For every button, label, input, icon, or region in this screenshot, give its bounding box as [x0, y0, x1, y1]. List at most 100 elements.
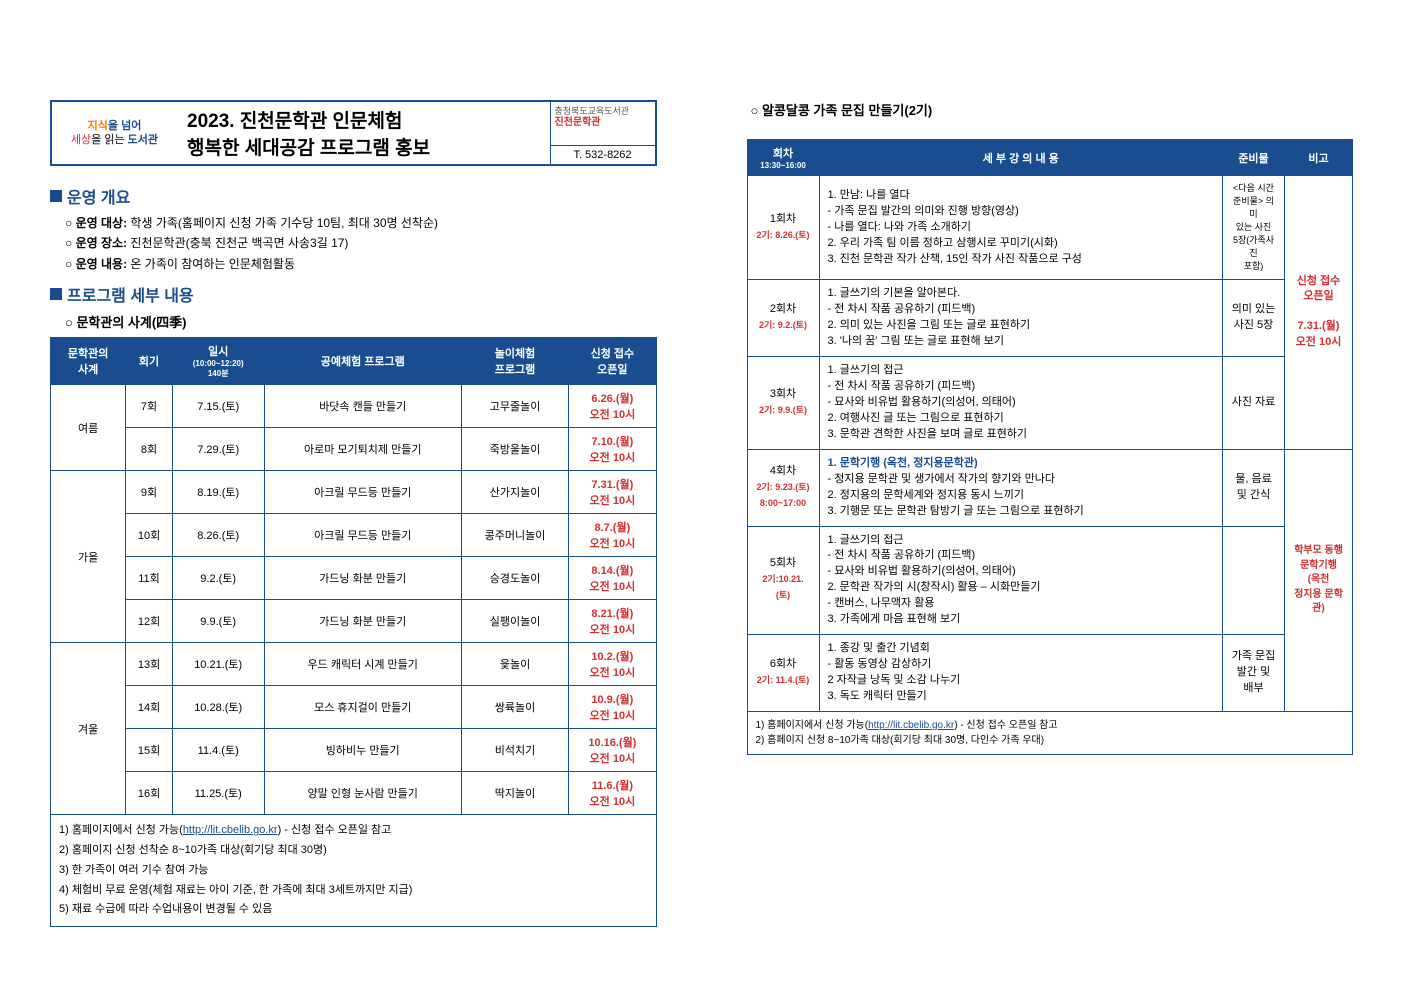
- title-center: 2023. 진천문학관 인문체험 행복한 세대공감 프로그램 홍보: [177, 102, 550, 164]
- cell-open: 8.21.(월) 오전 10시: [569, 600, 656, 643]
- session-content: 1. 문학기행 (옥천, 정지용문학관) - 정지용 문학관 및 생가에서 작가…: [819, 449, 1223, 526]
- sub-heading-1: 문학관의 사계(四季): [50, 312, 657, 331]
- cell-craft: 바닷속 캔들 만들기: [264, 385, 461, 428]
- cell-no: 7회: [126, 385, 173, 428]
- logo: 지식을 넘어 세상을 읽는 도서관: [52, 102, 177, 164]
- overview-list: 운영 대상: 학생 가족(홈페이지 신청 가족 기수당 10팀, 최대 30명 …: [50, 213, 657, 274]
- t1-header: 문학관의 사계: [51, 338, 126, 385]
- session-prep: [1223, 526, 1285, 635]
- t2-header: 비고: [1285, 140, 1353, 176]
- cell-play: 쌍륙놀이: [461, 686, 568, 729]
- session-content: 1. 글쓰기의 접근 - 전 차시 작품 공유하기 (피드백) - 묘사와 비유…: [819, 357, 1223, 450]
- cell-date: 11.25.(토): [172, 772, 264, 815]
- session-no: 1회차2기: 8.26.(토): [747, 176, 819, 280]
- cell-no: 9회: [126, 471, 173, 514]
- cell-play: 산가지놀이: [461, 471, 568, 514]
- table-row: 10회8.26.(토)아크릴 무드등 만들기콩주머니놀이8.7.(월) 오전 1…: [51, 514, 657, 557]
- cell-date: 10.28.(토): [172, 686, 264, 729]
- cell-craft: 양말 인형 눈사람 만들기: [264, 772, 461, 815]
- table-row: 12회9.9.(토)가드닝 화분 만들기실팽이놀이8.21.(월) 오전 10시: [51, 600, 657, 643]
- cell-open: 8.7.(월) 오전 10시: [569, 514, 656, 557]
- session-row: 4회차2기: 9.23.(토)8:00~17:001. 문학기행 (옥천, 정지…: [747, 449, 1353, 526]
- session-no: 2회차2기: 9.2.(토): [747, 280, 819, 357]
- trip-note: 학부모 동행 문학기행 (옥천 정지용 문학관): [1285, 449, 1353, 711]
- t1-header: 회기: [126, 338, 173, 385]
- cell-craft: 우드 캐릭터 시계 만들기: [264, 643, 461, 686]
- cell-no: 15회: [126, 729, 173, 772]
- session-prep: 가족 문집 발간 및 배부: [1223, 635, 1285, 712]
- cell-no: 11회: [126, 557, 173, 600]
- session-row: 6회차2기: 11.4.(토)1. 종강 및 출간 기념회 - 활동 동영상 감…: [747, 635, 1353, 712]
- session-prep: 의미 있는 사진 5장: [1223, 280, 1285, 357]
- logo-t4: 을 읽는: [91, 134, 127, 146]
- session-row: 5회차2기:10.21.(토)1. 글쓰기의 접근 - 전 차시 작품 공유하기…: [747, 526, 1353, 635]
- overview-item: 운영 내용: 온 가족이 참여하는 인문체험활동: [65, 254, 657, 274]
- cell-craft: 가드닝 화분 만들기: [264, 557, 461, 600]
- session-prep: 물, 음료 및 간식: [1223, 449, 1285, 526]
- cell-craft: 가드닝 화분 만들기: [264, 600, 461, 643]
- cell-date: 10.21.(토): [172, 643, 264, 686]
- cell-open: 7.31.(월) 오전 10시: [569, 471, 656, 514]
- session-content: 1. 종강 및 출간 기념회 - 활동 동영상 감상하기 2 자작글 낭독 및 …: [819, 635, 1223, 712]
- cell-open: 7.10.(월) 오전 10시: [569, 428, 656, 471]
- table-row: 여름7회7.15.(토)바닷속 캔들 만들기고무줄놀이6.26.(월) 오전 1…: [51, 385, 657, 428]
- cell-open: 10.9.(월) 오전 10시: [569, 686, 656, 729]
- session-content: 1. 만남: 나를 열다 - 가족 문집 발간의 의미와 진행 방향(영상) -…: [819, 176, 1223, 280]
- title-line1: 2023. 진천문학관 인문체험: [187, 106, 540, 133]
- table-row: 15회11.4.(토)빙하비누 만들기비석치기10.16.(월) 오전 10시: [51, 729, 657, 772]
- apply-link[interactable]: http://lit.cbelib.go.kr: [183, 824, 278, 836]
- notes-1: 1) 홈페이지에서 신청 가능(http://lit.cbelib.go.kr)…: [50, 815, 657, 927]
- t1-header: 공예체험 프로그램: [264, 338, 461, 385]
- notes-2: 1) 홈페이지에서 신청 가능(http://lit.cbelib.go.kr)…: [747, 712, 1354, 755]
- logo-t1: 지식: [88, 120, 108, 132]
- logo-t2: 을 넘어: [108, 120, 141, 132]
- t1-header: 일시(10:00~12:20) 140분: [172, 338, 264, 385]
- sessions-table: 회차13:30~16:00세 부 강 의 내 용준비물비고 1회차2기: 8.2…: [747, 139, 1354, 712]
- cell-no: 16회: [126, 772, 173, 815]
- table-row: 16회11.25.(토)양말 인형 눈사람 만들기딱지놀이11.6.(월) 오전…: [51, 772, 657, 815]
- session-prep: 사진 자료: [1223, 357, 1285, 450]
- session-no: 6회차2기: 11.4.(토): [747, 635, 819, 712]
- right-title: 알콩달콩 가족 문집 만들기(2기): [747, 100, 1354, 119]
- session-no: 4회차2기: 9.23.(토)8:00~17:00: [747, 449, 819, 526]
- cell-date: 9.2.(토): [172, 557, 264, 600]
- cell-no: 13회: [126, 643, 173, 686]
- cell-craft: 아크릴 무드등 만들기: [264, 471, 461, 514]
- cell-open: 11.6.(월) 오전 10시: [569, 772, 656, 815]
- cell-no: 14회: [126, 686, 173, 729]
- cell-no: 10회: [126, 514, 173, 557]
- cell-play: 콩주머니놀이: [461, 514, 568, 557]
- cell-play: 윷놀이: [461, 643, 568, 686]
- title-header: 지식을 넘어 세상을 읽는 도서관 2023. 진천문학관 인문체험 행복한 세…: [50, 100, 657, 166]
- t1-header: 신청 접수 오픈일: [569, 338, 656, 385]
- logo-t5: 도서관: [128, 134, 158, 146]
- right-panel: 알콩달콩 가족 문집 만들기(2기) 회차13:30~16:00세 부 강 의 …: [747, 100, 1354, 942]
- cell-no: 12회: [126, 600, 173, 643]
- cell-craft: 아로마 모기퇴치제 만들기: [264, 428, 461, 471]
- session-content: 1. 글쓰기의 기본을 알아본다. - 전 차시 작품 공유하기 (피드백) 2…: [819, 280, 1223, 357]
- session-no: 3회차2기: 9.9.(토): [747, 357, 819, 450]
- t1-header: 놀이체험 프로그램: [461, 338, 568, 385]
- table-row: 8회7.29.(토)아로마 모기퇴치제 만들기죽방울놀이7.10.(월) 오전 …: [51, 428, 657, 471]
- session-row: 1회차2기: 8.26.(토)1. 만남: 나를 열다 - 가족 문집 발간의 …: [747, 176, 1353, 280]
- apply-link-2[interactable]: http://lit.cbelib.go.kr: [868, 720, 954, 731]
- season-cell: 겨울: [51, 643, 126, 815]
- cell-play: 죽방울놀이: [461, 428, 568, 471]
- schedule-table: 문학관의 사계회기일시(10:00~12:20) 140분공예체험 프로그램놀이…: [50, 337, 657, 815]
- cell-open: 6.26.(월) 오전 10시: [569, 385, 656, 428]
- cell-play: 승경도놀이: [461, 557, 568, 600]
- cell-no: 8회: [126, 428, 173, 471]
- sponsor2: 진천문학관: [555, 117, 651, 129]
- left-panel: 지식을 넘어 세상을 읽는 도서관 2023. 진천문학관 인문체험 행복한 세…: [50, 100, 657, 942]
- cell-date: 7.15.(토): [172, 385, 264, 428]
- section1-heading: 운영 개요: [50, 184, 657, 208]
- cell-date: 9.9.(토): [172, 600, 264, 643]
- cell-play: 실팽이놀이: [461, 600, 568, 643]
- season-cell: 여름: [51, 385, 126, 471]
- cell-open: 8.14.(월) 오전 10시: [569, 557, 656, 600]
- cell-play: 딱지놀이: [461, 772, 568, 815]
- session-row: 2회차2기: 9.2.(토)1. 글쓰기의 기본을 알아본다. - 전 차시 작…: [747, 280, 1353, 357]
- cell-date: 8.26.(토): [172, 514, 264, 557]
- title-line2: 행복한 세대공감 프로그램 홍보: [187, 133, 540, 160]
- overview-item: 운영 장소: 진천문학관(충북 진천군 백곡면 사송3길 17): [65, 233, 657, 253]
